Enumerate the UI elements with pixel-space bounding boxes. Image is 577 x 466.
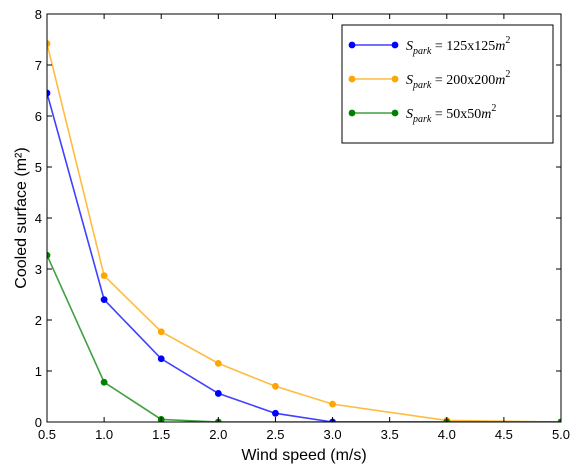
data-point — [47, 89, 51, 97]
y-tick-label: 0 — [35, 415, 42, 430]
legend-subscript: park — [412, 114, 432, 125]
legend-marker — [348, 41, 356, 49]
y-axis-label: Cooled surface (m²) — [13, 147, 30, 288]
data-point — [47, 251, 51, 259]
legend-unit: m — [481, 107, 491, 122]
x-tick-label: 4.5 — [495, 427, 513, 442]
axis-ticks: 0.5 1.0 1.5 2.0 2.5 3.0 3.5 4.0 4.5 5.0 0 1 2 3 4 5 6 7 8 — [35, 7, 570, 442]
legend-unit: m — [495, 73, 505, 88]
data-point — [157, 328, 165, 336]
x-tick-label: 4.0 — [438, 427, 456, 442]
legend-superscript: 2 — [505, 35, 510, 46]
y-tick-label: 1 — [35, 364, 42, 379]
data-point — [272, 382, 279, 390]
y-tick-label: 4 — [35, 211, 42, 226]
legend-superscript: 2 — [505, 69, 510, 80]
x-tick-label: 3.0 — [324, 427, 342, 442]
data-point — [47, 40, 51, 47]
legend-unit: m — [495, 39, 505, 54]
y-tick-label: 5 — [35, 160, 42, 175]
legend-subscript: park — [412, 80, 432, 91]
series-3 — [47, 251, 561, 422]
plot-area — [46, 13, 562, 423]
data-point — [214, 390, 222, 397]
legend-marker — [391, 41, 399, 49]
data-point — [157, 355, 165, 363]
legend-item: Spark = 125x125m2 — [348, 35, 510, 57]
legend-label: Spark = 200x200m2 — [406, 69, 510, 91]
series-line — [47, 254, 561, 422]
legend-label: Spark = 125x125m2 — [406, 35, 510, 57]
y-tick-label: 6 — [35, 109, 42, 124]
legend-marker — [348, 109, 356, 117]
legend-symbol: S — [406, 39, 413, 54]
data-point — [557, 418, 561, 422]
legend-item: Spark = 200x200m2 — [348, 69, 510, 91]
legend-label: Spark = 50x50m2 — [406, 103, 496, 125]
x-tick-label: 2.0 — [209, 427, 227, 442]
legend-subscript: park — [412, 46, 432, 57]
legend-size: = 125x125 — [431, 39, 495, 54]
y-tick-label: 8 — [35, 7, 42, 22]
legend-superscript: 2 — [491, 103, 496, 114]
x-tick-label: 1.0 — [95, 427, 113, 442]
series-line — [47, 92, 561, 422]
y-tick-label: 7 — [35, 58, 42, 73]
data-point — [272, 409, 279, 417]
legend-size: = 200x200 — [431, 73, 495, 88]
legend-marker — [391, 109, 399, 117]
legend-size: = 50x50 — [431, 107, 481, 122]
legend-item: Spark = 50x50m2 — [348, 103, 496, 125]
x-tick-label: 0.5 — [38, 427, 56, 442]
series-line — [47, 43, 561, 422]
data-point — [214, 359, 222, 367]
legend-marker — [348, 75, 356, 83]
x-tick-label: 3.5 — [381, 427, 399, 442]
data-point — [100, 272, 108, 280]
x-tick-label: 5.0 — [552, 427, 570, 442]
data-point — [100, 296, 108, 303]
legend-symbol: S — [406, 73, 413, 88]
x-tick-label: 1.5 — [152, 427, 170, 442]
legend-marker — [391, 75, 399, 83]
y-tick-label: 3 — [35, 262, 42, 277]
data-point — [100, 378, 108, 386]
x-tick-label: 2.5 — [266, 427, 284, 442]
x-axis-label: Wind speed (m/s) — [241, 447, 366, 464]
y-tick-label: 2 — [35, 313, 42, 328]
data-point — [329, 400, 336, 408]
legend-symbol: S — [406, 107, 413, 122]
